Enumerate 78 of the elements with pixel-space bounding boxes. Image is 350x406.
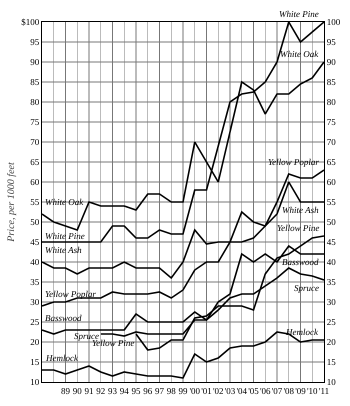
y2-tick-label: 40 (326, 257, 336, 268)
y2-tick-label: 35 (326, 277, 336, 288)
x-tick-label: 99 (178, 386, 188, 396)
y-tick-label: 20 (30, 337, 40, 348)
text: White Oak (280, 49, 318, 59)
x-tick-label: '06 (260, 386, 272, 396)
x-tick-label: '03 (224, 386, 236, 396)
y-tick-label: 95 (30, 37, 40, 48)
x-tick-label: 96 (143, 386, 153, 396)
y-tick-label: 25 (30, 317, 40, 328)
text: Basswood (45, 313, 82, 323)
x-tick-label: '09 (295, 386, 306, 396)
x-tick-label: '08 (283, 386, 295, 396)
text: Spruce (294, 283, 319, 293)
y-tick-label: 55 (30, 197, 40, 208)
x-tick-label: '02 (212, 386, 224, 396)
y-tick-label: 85 (30, 77, 40, 88)
x-tick-label: '11 (318, 386, 330, 396)
y2-tick-label: 75 (326, 117, 336, 128)
x-tick-label: '04 (236, 386, 248, 396)
y-tick-label: 10 (30, 377, 40, 388)
x-tick-label: 90 (72, 386, 82, 396)
y-tick-label: 80 (30, 97, 40, 108)
y2-tick-label: 100 (326, 17, 341, 28)
y-tick-label: 60 (30, 177, 40, 188)
y-tick-label: 90 (30, 57, 40, 68)
y2-tick-label: 55 (326, 197, 336, 208)
series-label: Basswood (282, 257, 320, 267)
y2-tick-label: 15 (326, 357, 336, 368)
x-tick-label: 98 (166, 386, 176, 396)
series-label: White Ash (282, 205, 320, 215)
y-tick-label: $100 (21, 17, 40, 28)
y2-tick-label: 45 (326, 237, 336, 248)
y-tick-label: 75 (30, 117, 40, 128)
x-tick-label: 89 (61, 386, 70, 396)
y-tick-label: 35 (30, 277, 40, 288)
y2-tick-label: 90 (326, 57, 336, 68)
y2-tick-label: 65 (326, 157, 336, 168)
series-label: White Oak (45, 197, 84, 207)
x-tick-label: 92 (96, 386, 106, 396)
text: White Pine (279, 9, 319, 19)
text: Hemlock (46, 353, 78, 363)
series-label: Yellow Pine (92, 338, 134, 348)
series-label: White Pine (45, 231, 85, 241)
y-axis-title: Price, per 1000 feet (6, 162, 18, 243)
y2-tick-label: 10 (326, 377, 336, 388)
x-tick-label: 97 (155, 386, 164, 396)
y2-tick-label: 50 (326, 217, 336, 228)
x-tick-label: '10 (306, 386, 318, 396)
text: Yellow Pine (277, 223, 320, 233)
series-label: Yellow Poplar (45, 289, 96, 299)
y2-tick-label: 20 (326, 337, 336, 348)
y-tick-label: 50 (30, 217, 40, 228)
y-tick-label: 40 (30, 257, 40, 268)
text: Yellow Poplar (268, 157, 319, 167)
y2-tick-label: 95 (326, 37, 336, 48)
x-tick-label: 95 (132, 386, 141, 396)
series-label: Hemlock (285, 327, 319, 337)
y2-tick-label: 80 (326, 97, 336, 108)
x-tick-label: '00 (189, 386, 201, 396)
text: White Ash (45, 245, 82, 255)
y2-tick-label: 25 (326, 317, 336, 328)
y-tick-label: 65 (30, 157, 40, 168)
x-tick-label: 93 (108, 386, 118, 396)
x-tick-label: '01 (201, 386, 212, 396)
x-tick-label: '05 (248, 386, 260, 396)
x-tick-label: 94 (120, 386, 130, 396)
y2-tick-label: 60 (326, 177, 336, 188)
y-tick-label: 15 (30, 357, 40, 368)
y-tick-label: 70 (30, 137, 40, 148)
series-label: Spruce (74, 331, 99, 341)
y-tick-label: 30 (30, 297, 40, 308)
x-tick-label: '07 (272, 386, 283, 396)
x-tick-label: 91 (84, 386, 94, 396)
y-tick-label: 45 (30, 237, 40, 248)
y2-tick-label: 30 (326, 297, 336, 308)
y2-tick-label: 70 (326, 137, 336, 148)
y2-tick-label: 85 (326, 77, 336, 88)
